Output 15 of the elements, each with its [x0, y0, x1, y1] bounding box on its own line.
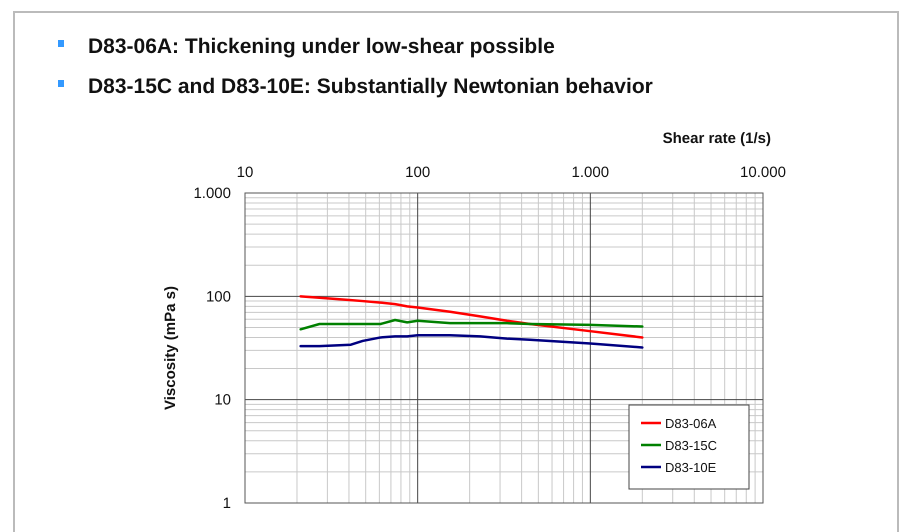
legend-label: D83-06A: [665, 416, 717, 431]
y-tick-label: 1.000: [193, 185, 231, 202]
x-tick-label: 10: [236, 164, 254, 181]
y-tick-label: 1: [222, 495, 231, 512]
x-tick-label: 100: [405, 164, 430, 181]
x-tick-label: 10.000: [740, 164, 786, 181]
legend-label: D83-10E: [665, 460, 717, 475]
y-axis-title: Viscosity (mPa s): [162, 286, 179, 410]
chart-subtitle: D83-15C and D83-10E: Substantially Newtonian behavior: [88, 75, 653, 98]
chart-title: D83-06A: Thickening under low-shear possible: [88, 35, 555, 58]
x-tick-label: 1.000: [572, 164, 610, 181]
x-axis-title: Shear rate (1/s): [662, 130, 771, 147]
legend-label: D83-15C: [665, 438, 718, 453]
y-tick-label: 10: [214, 392, 231, 409]
y-tick-label: 100: [206, 288, 231, 306]
